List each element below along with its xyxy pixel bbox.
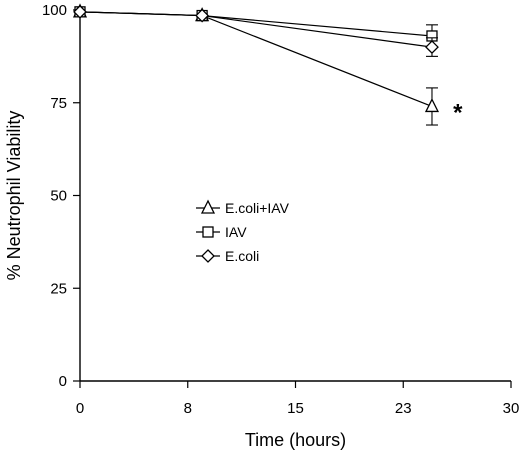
significance-annotation: * <box>453 99 463 126</box>
series-line-triangle <box>79 11 433 108</box>
y-tick-label: 50 <box>50 188 67 205</box>
y-tick-label: 75 <box>50 95 67 112</box>
legend-marker-triangle <box>200 199 216 214</box>
y-tick-label: 0 <box>59 373 67 390</box>
series-group <box>72 3 440 126</box>
x-tick-label: 8 <box>184 400 192 417</box>
data-point-diamond <box>73 4 87 19</box>
data-point-diamond <box>195 8 210 23</box>
x-axis-label: Time (hours) <box>245 430 346 450</box>
x-tick-label: 23 <box>395 400 412 417</box>
legend-label: E.coli+IAV <box>225 200 290 216</box>
data-point-triangle <box>424 98 440 113</box>
x-tick-label: 15 <box>287 400 304 417</box>
legend-label: E.coli <box>225 248 259 264</box>
data-point-diamond <box>425 40 439 55</box>
axes: 0 25 50 75 100 0 8 15 23 30 Time (hours) % Neutroph… <box>4 2 519 450</box>
y-tick-label: 100 <box>42 2 67 19</box>
annotations: * <box>453 99 463 126</box>
x-tick-label: 30 <box>503 400 520 417</box>
y-tick-label: 25 <box>50 280 67 297</box>
legend-label: IAV <box>225 224 247 240</box>
x-tick-label: 0 <box>76 400 84 417</box>
series-line-diamond <box>79 11 433 48</box>
legend-marker-square <box>202 226 214 238</box>
legend-marker-diamond <box>201 249 215 263</box>
series-line-square <box>79 11 433 37</box>
y-axis-label: % Neutrophil Viability <box>4 111 24 281</box>
legend: E.coli+IAV IAV E.coli <box>196 199 290 264</box>
